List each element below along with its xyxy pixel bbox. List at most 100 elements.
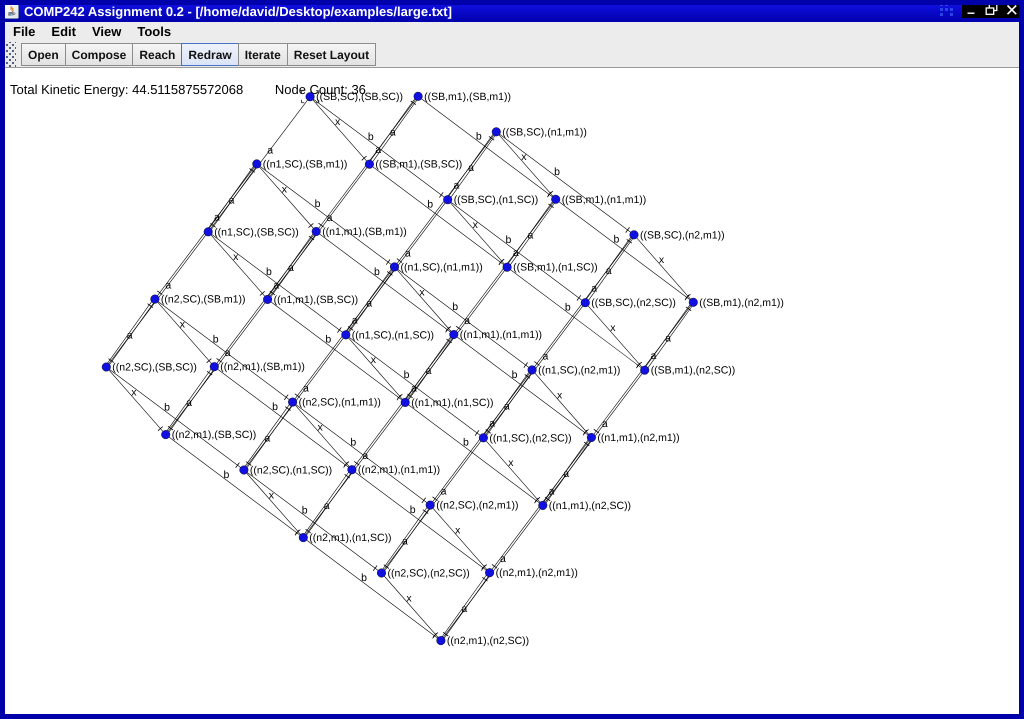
svg-text:((n1,m1),(SB,SC)): ((n1,m1),(SB,SC)) [274,294,359,306]
svg-text:((n1,SC),(n1,SC)): ((n1,SC),(n1,SC)) [352,329,434,341]
svg-text:((n2,m1),(n2,SC)): ((n2,m1),(n2,SC)) [447,635,529,647]
svg-text:b: b [463,437,469,449]
svg-text:((n1,m1),(n2,m1)): ((n1,m1),(n2,m1)) [597,432,679,444]
svg-text:((SB,m1),(SB,SC)): ((SB,m1),(SB,SC)) [375,159,462,171]
svg-text:a: a [127,330,133,342]
svg-text:x: x [508,457,514,469]
svg-text:((n1,SC),(n2,m1)): ((n1,SC),(n2,m1)) [538,364,620,376]
svg-text:((n1,SC),(SB,m1)): ((n1,SC),(SB,m1)) [263,158,348,170]
svg-text:((n2,SC),(SB,SC)): ((n2,SC),(SB,SC)) [112,362,197,374]
svg-text:a: a [513,247,519,259]
svg-text:a: a [214,212,220,224]
svg-text:x: x [419,286,425,298]
svg-text:x: x [610,322,616,334]
svg-text:((SB,m1),(n2,m1)): ((SB,m1),(n2,m1)) [699,297,784,309]
svg-text:((n1,SC),(SB,SC)): ((n1,SC),(SB,SC)) [214,226,299,238]
svg-text:a: a [591,283,597,295]
svg-text:b: b [224,469,230,481]
svg-text:a: a [454,180,460,192]
svg-text:a: a [402,536,408,548]
svg-text:((SB,SC),(n1,m1)): ((SB,SC),(n1,m1)) [502,126,587,138]
svg-text:b: b [368,131,374,143]
svg-text:((n2,SC),(SB,m1)): ((n2,SC),(SB,m1)) [161,294,246,306]
svg-text:a: a [602,418,608,430]
svg-text:a: a [267,144,273,156]
svg-text:b: b [506,234,512,246]
svg-text:b: b [164,401,170,413]
svg-text:a: a [327,212,333,224]
svg-text:b: b [361,572,367,584]
svg-text:((n1,m1),(n1,SC)): ((n1,m1),(n1,SC)) [411,397,493,409]
svg-text:((n2,m1),(SB,SC)): ((n2,m1),(SB,SC)) [172,429,257,441]
svg-text:x: x [455,525,461,537]
svg-text:x: x [180,319,186,331]
svg-text:((SB,SC),(n1,SC)): ((SB,SC),(n1,SC)) [454,194,539,206]
svg-text:x: x [659,254,665,266]
svg-text:x: x [335,116,341,128]
svg-text:a: a [665,333,671,345]
svg-text:a: a [500,553,506,565]
svg-text:b: b [213,333,219,345]
svg-text:a: a [352,315,358,327]
svg-text:a: a [461,603,467,615]
svg-text:b: b [302,504,308,516]
svg-text:((n2,m1),(n1,m1)): ((n2,m1),(n1,m1)) [358,464,440,476]
svg-text:((n2,SC),(n1,SC)): ((n2,SC),(n1,SC)) [250,465,332,477]
svg-text:((n1,SC),(n1,m1)): ((n1,SC),(n1,m1)) [401,261,483,273]
svg-text:a: a [362,450,368,462]
svg-text:b: b [427,199,433,211]
svg-text:((SB,m1),(n1,m1)): ((SB,m1),(n1,m1)) [562,194,647,206]
svg-text:a: a [606,265,612,277]
svg-text:((n1,m1),(n2,SC)): ((n1,m1),(n2,SC)) [549,500,631,512]
svg-text:x: x [557,389,563,401]
svg-text:b: b [565,302,571,314]
svg-text:a: a [468,162,474,174]
svg-text:x: x [269,489,275,501]
svg-text:a: a [441,486,447,498]
svg-text:a: a [303,383,309,395]
svg-text:a: a [324,500,330,512]
svg-text:((n1,m1),(SB,m1)): ((n1,m1),(SB,m1)) [322,226,407,238]
svg-text:b: b [614,234,620,246]
svg-text:a: a [273,279,279,291]
svg-text:a: a [426,365,432,377]
svg-text:a: a [464,315,470,327]
svg-text:b: b [350,436,356,448]
svg-text:a: a [366,297,372,309]
svg-text:b: b [476,131,482,143]
svg-text:a: a [411,382,417,394]
svg-text:a: a [549,485,555,497]
svg-text:a: a [390,127,396,139]
svg-text:x: x [131,386,137,398]
svg-text:((n2,m1),(n1,SC)): ((n2,m1),(n1,SC)) [309,532,391,544]
svg-text:a: a [264,433,270,445]
svg-text:((SB,SC),(n2,SC)): ((SB,SC),(n2,SC)) [591,297,676,309]
svg-text:b: b [272,401,278,413]
svg-text:b: b [554,166,560,178]
svg-text:((n1,SC),(n2,SC)): ((n1,SC),(n2,SC)) [489,432,571,444]
svg-text:((SB,m1),(SB,m1)): ((SB,m1),(SB,m1)) [424,91,511,103]
svg-text:a: a [543,350,549,362]
svg-text:b: b [512,369,518,381]
svg-text:b: b [410,504,416,516]
svg-text:a: a [375,144,381,156]
svg-text:b: b [452,301,458,313]
svg-text:((n2,SC),(n1,m1)): ((n2,SC),(n1,m1)) [299,397,381,409]
svg-text:((SB,SC),(n2,m1)): ((SB,SC),(n2,m1)) [640,229,725,241]
svg-text:a: a [288,262,294,274]
svg-text:x: x [318,422,324,434]
svg-text:a: a [229,194,235,206]
svg-text:((SB,m1),(n1,SC)): ((SB,m1),(n1,SC)) [513,262,598,274]
svg-text:((SB,m1),(n2,SC)): ((SB,m1),(n2,SC)) [651,365,736,377]
svg-text:a: a [186,397,192,409]
svg-text:x: x [521,151,527,163]
svg-text:b: b [315,198,321,210]
svg-text:((n2,m1),(n2,m1)): ((n2,m1),(n2,m1)) [496,567,578,579]
svg-text:a: a [651,350,657,362]
svg-text:x: x [371,354,377,366]
svg-text:a: a [563,468,569,480]
svg-text:b: b [266,266,272,278]
svg-text:x: x [473,219,479,231]
svg-text:b: b [404,369,410,381]
svg-text:x: x [233,251,239,263]
